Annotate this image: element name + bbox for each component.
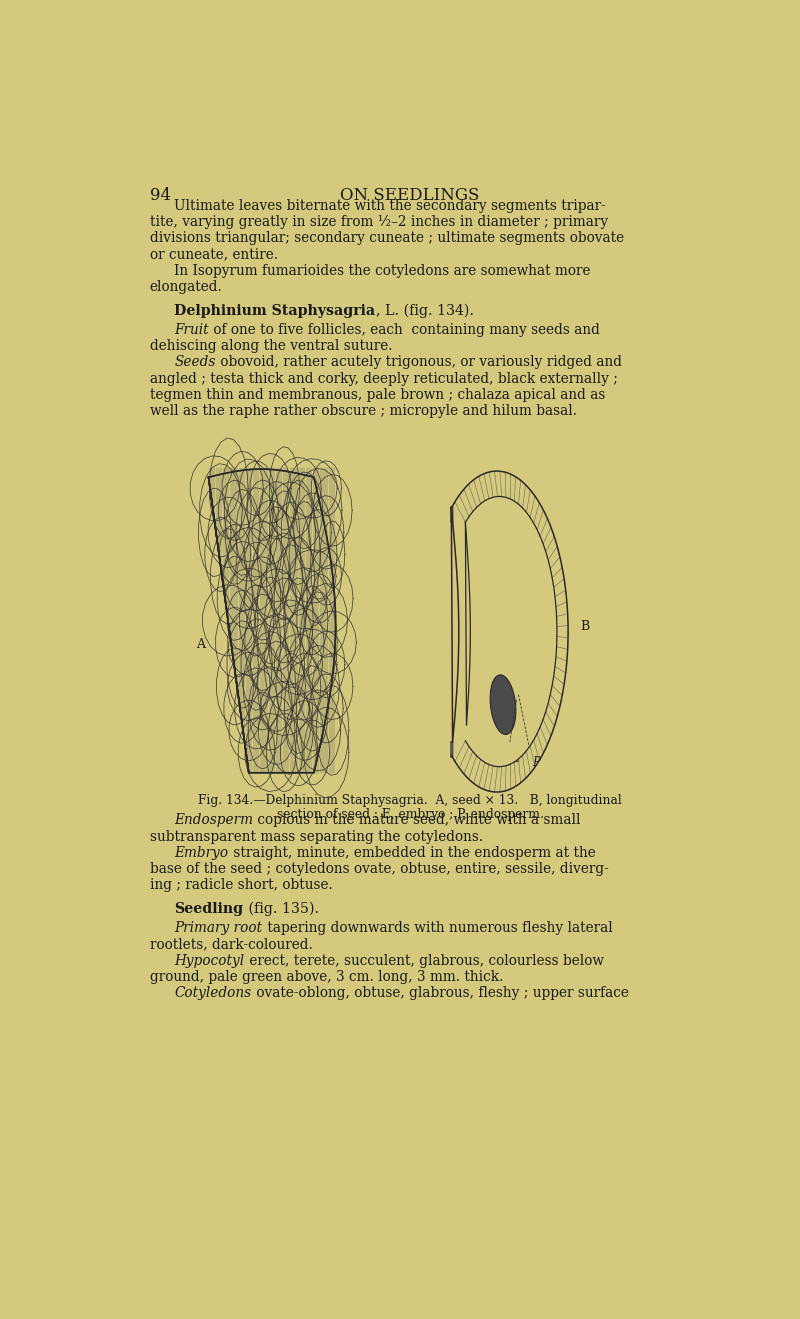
Polygon shape [209,470,335,773]
Text: divisions triangular; secondary cuneate ; ultimate segments obovate: divisions triangular; secondary cuneate … [150,231,624,245]
Text: dehiscing along the ventral suture.: dehiscing along the ventral suture. [150,339,392,353]
Text: copious in the mature seed, white with a small: copious in the mature seed, white with a… [254,814,581,827]
Text: Seeds: Seeds [174,355,216,369]
Text: ground, pale green above, 3 cm. long, 3 mm. thick.: ground, pale green above, 3 cm. long, 3 … [150,969,503,984]
Text: well as the raphe rather obscure ; micropyle and hilum basal.: well as the raphe rather obscure ; micro… [150,404,577,418]
Text: Fig. 134.—Delphinium Staphysagria.  A, seed × 13.   B, longitudinal: Fig. 134.—Delphinium Staphysagria. A, se… [198,794,622,807]
Text: tapering downwards with numerous fleshy lateral: tapering downwards with numerous fleshy … [262,921,612,935]
Text: 94: 94 [150,187,170,203]
Text: Embryo: Embryo [174,845,229,860]
Text: Endosperm: Endosperm [174,814,254,827]
Text: ON SEEDLINGS: ON SEEDLINGS [340,187,480,203]
Text: Ultimate leaves biternate with the secondary segments tripar-: Ultimate leaves biternate with the secon… [174,199,606,212]
Text: B: B [580,620,589,633]
Polygon shape [466,496,557,766]
Text: Seedling: Seedling [174,902,243,915]
Text: subtransparent mass separating the cotyledons.: subtransparent mass separating the cotyl… [150,830,482,844]
Text: of one to five follicles, each  containing many seeds and: of one to five follicles, each containin… [209,323,600,336]
Text: angled ; testa thick and corky, deeply reticulated, black externally ;: angled ; testa thick and corky, deeply r… [150,372,618,385]
Text: base of the seed ; cotyledons ovate, obtuse, entire, sessile, diverg-: base of the seed ; cotyledons ovate, obt… [150,863,608,876]
Text: ing ; radicle short, obtuse.: ing ; radicle short, obtuse. [150,878,332,893]
Text: Primary root: Primary root [174,921,262,935]
Text: tegmen thin and membranous, pale brown ; chalaza apical and as: tegmen thin and membranous, pale brown ;… [150,388,605,402]
Text: E: E [511,752,520,765]
Text: P: P [532,757,540,769]
Text: rootlets, dark-coloured.: rootlets, dark-coloured. [150,938,312,951]
Text: straight, minute, embedded in the endosperm at the: straight, minute, embedded in the endosp… [229,845,595,860]
Text: Hypocotyl: Hypocotyl [174,954,245,968]
Text: erect, terete, succulent, glabrous, colourless below: erect, terete, succulent, glabrous, colo… [245,954,603,968]
Text: obovoid, rather acutely trigonous, or variously ridged and: obovoid, rather acutely trigonous, or va… [216,355,622,369]
Text: Delphinium Staphysagria: Delphinium Staphysagria [174,303,375,318]
Text: elongated.: elongated. [150,280,222,294]
Text: Cotyledons: Cotyledons [174,987,251,1000]
Text: ovate-oblong, obtuse, glabrous, fleshy ; upper surface: ovate-oblong, obtuse, glabrous, fleshy ;… [251,987,629,1000]
Text: or cuneate, entire.: or cuneate, entire. [150,248,278,261]
Text: In Isopyrum fumarioides the cotyledons are somewhat more: In Isopyrum fumarioides the cotyledons a… [174,264,591,278]
Text: section of seed : E, embryo ; P, endosperm.: section of seed : E, embryo ; P, endospe… [277,809,543,822]
Text: A: A [196,637,205,650]
Text: , L. (fig. 134).: , L. (fig. 134). [375,303,474,318]
Text: (fig. 135).: (fig. 135). [243,902,318,917]
Text: Fruit: Fruit [174,323,209,336]
Polygon shape [490,675,516,735]
Text: tite, varying greatly in size from ½–2 inches in diameter ; primary: tite, varying greatly in size from ½–2 i… [150,215,608,230]
